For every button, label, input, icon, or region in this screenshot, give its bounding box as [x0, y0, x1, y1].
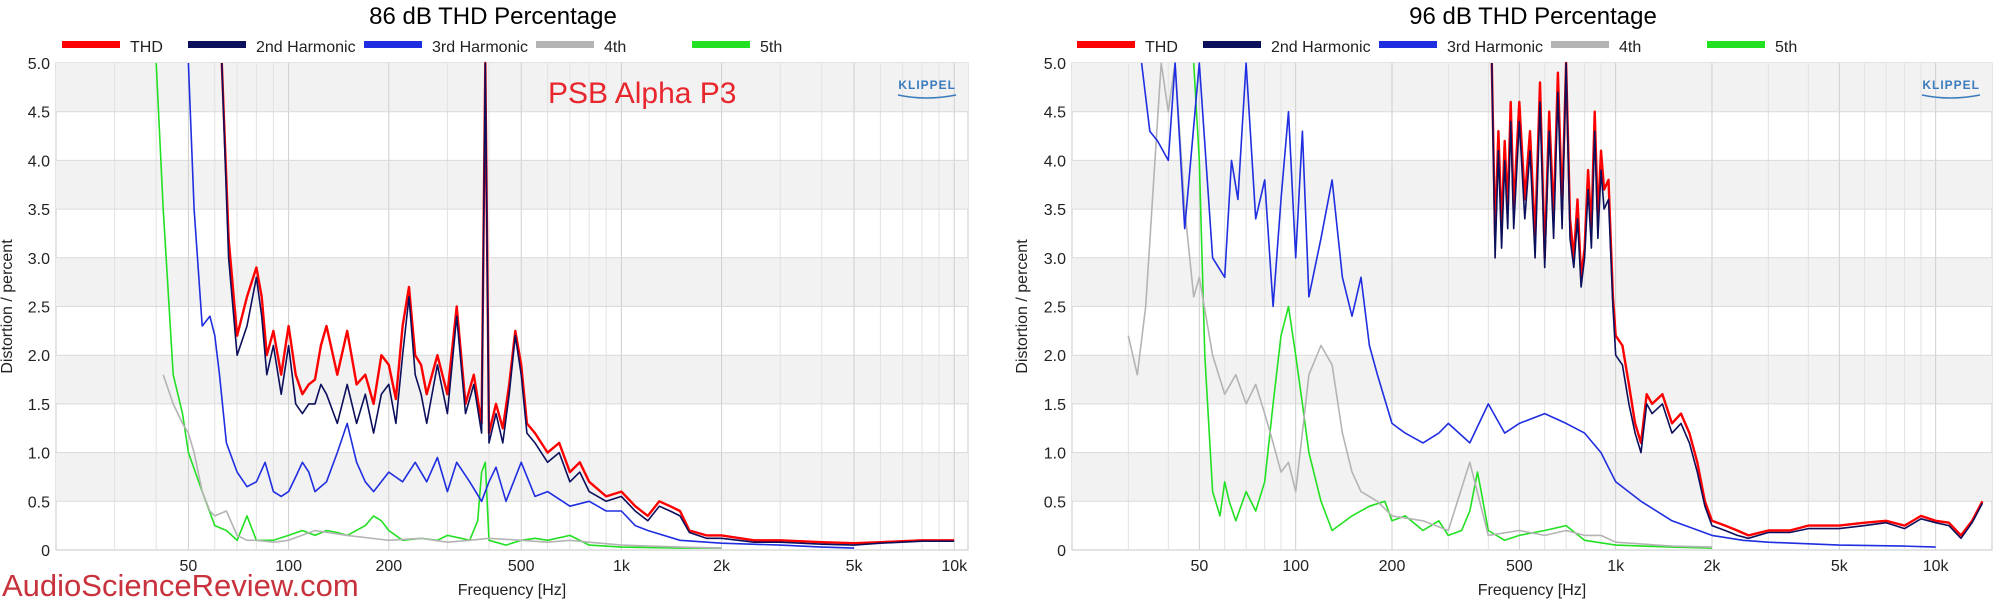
- x-tick-label: 1k: [613, 558, 631, 575]
- x-tick-label: 10k: [941, 558, 968, 575]
- legend-swatch: [692, 41, 750, 48]
- x-tick-label: 2k: [1704, 558, 1722, 575]
- x-tick-label: 100: [275, 558, 302, 575]
- legend-label: 3rd Harmonic: [1447, 39, 1543, 56]
- plot-band: [1072, 257, 1992, 307]
- plot-band: [56, 257, 968, 307]
- chart-title: 96 dB THD Percentage: [1409, 3, 1657, 30]
- brand-logo: KLIPPEL: [898, 78, 956, 92]
- series-line: [187, 62, 855, 549]
- y-tick-label: 3.0: [1044, 251, 1066, 268]
- y-tick-label: 5.0: [28, 56, 50, 73]
- series-line: [155, 62, 722, 549]
- y-tick-label: 1.0: [1044, 446, 1066, 463]
- legend-label: THD: [130, 39, 163, 56]
- plot-band: [1072, 63, 1992, 112]
- legend-label: THD: [1145, 39, 1178, 56]
- series-line: [162, 374, 722, 549]
- y-tick-label: 4.0: [1044, 153, 1066, 170]
- legend-swatch: [1707, 41, 1765, 48]
- brand-swoosh: [897, 94, 957, 99]
- y-tick-label: 0.5: [1044, 494, 1066, 511]
- y-tick-label: 3.5: [28, 202, 50, 219]
- x-tick-label: 500: [508, 558, 535, 575]
- chart-title: 86 dB THD Percentage: [369, 3, 617, 30]
- y-axis-label: Distortion / percent: [0, 239, 16, 374]
- y-tick-label: 0: [1057, 543, 1066, 560]
- plot-band: [56, 160, 968, 210]
- x-tick-label: 10k: [1923, 558, 1950, 575]
- legend-label: 3rd Harmonic: [432, 39, 528, 56]
- series-line: [1491, 62, 1984, 540]
- series-line: [221, 62, 955, 546]
- series-line: [1140, 62, 1936, 548]
- series-line: [220, 61, 955, 545]
- watermark-text: AudioScienceReview.com: [2, 568, 359, 600]
- brand-logo: KLIPPEL: [1922, 78, 1980, 92]
- legend-swatch: [1551, 41, 1609, 48]
- legend-label: 5th: [1775, 39, 1797, 56]
- y-tick-label: 4.5: [28, 105, 50, 122]
- x-tick-label: 100: [1282, 558, 1309, 575]
- chart-86db: 0 0.5 1.0 1.5 2.0 2.5 3.0 3.5 4.0 4.5 5.0 50 100 200 5…: [0, 3, 969, 599]
- x-axis-label: Frequency [Hz]: [458, 582, 566, 599]
- y-tick-label: 1.5: [1044, 397, 1066, 414]
- chart-96db: 0 0.5 1.0 1.5 2.0 2.5 3.0 3.5 4.0 4.5 5.0 50 100 200 5…: [1014, 3, 1993, 599]
- y-tick-label: 0: [41, 543, 50, 560]
- plot-band: [1072, 355, 1992, 404]
- plot-band: [56, 63, 968, 112]
- y-tick-label: 3.0: [28, 251, 50, 268]
- x-tick-label: 200: [375, 558, 402, 575]
- legend-swatch: [364, 41, 422, 48]
- chart-annotation: PSB Alpha P3: [548, 77, 736, 110]
- x-axis-label: Frequency [Hz]: [1478, 582, 1586, 599]
- y-tick-label: 1.5: [28, 397, 50, 414]
- y-tick-label: 3.5: [1044, 202, 1066, 219]
- legend-label: 4th: [604, 39, 626, 56]
- x-tick-label: 200: [1379, 558, 1406, 575]
- y-tick-label: 0.5: [28, 494, 50, 511]
- legend-swatch: [1203, 41, 1261, 48]
- x-tick-label: 5k: [1831, 558, 1849, 575]
- legend-label: 2nd Harmonic: [256, 39, 356, 56]
- legend-label: 5th: [760, 39, 782, 56]
- legend-label: 2nd Harmonic: [1271, 39, 1371, 56]
- plot-band: [1072, 452, 1992, 502]
- legend-swatch: [1077, 41, 1135, 48]
- y-tick-label: 5.0: [1044, 56, 1066, 73]
- y-tick-label: 1.0: [28, 446, 50, 463]
- x-tick-label: 500: [1506, 558, 1533, 575]
- legend-label: 4th: [1619, 39, 1641, 56]
- brand-swoosh: [1921, 94, 1981, 99]
- y-axis-label: Distortion / percent: [1014, 239, 1031, 374]
- x-tick-label: 5k: [846, 558, 864, 575]
- x-tick-label: 50: [1190, 558, 1208, 575]
- y-tick-label: 2.0: [1044, 348, 1066, 365]
- y-tick-label: 4.0: [28, 153, 50, 170]
- y-tick-label: 2.5: [1044, 300, 1066, 317]
- x-tick-label: 2k: [713, 558, 731, 575]
- plot-band: [56, 452, 968, 502]
- y-tick-label: 4.5: [1044, 105, 1066, 122]
- series-line: [1192, 62, 1713, 549]
- x-tick-label: 1k: [1607, 558, 1625, 575]
- x-tick-label: 50: [180, 558, 198, 575]
- legend-swatch: [1379, 41, 1437, 48]
- y-tick-label: 2.5: [28, 300, 50, 317]
- legend-swatch: [62, 41, 120, 48]
- legend-swatch: [536, 41, 594, 48]
- legend-swatch: [188, 41, 246, 48]
- y-tick-label: 2.0: [28, 348, 50, 365]
